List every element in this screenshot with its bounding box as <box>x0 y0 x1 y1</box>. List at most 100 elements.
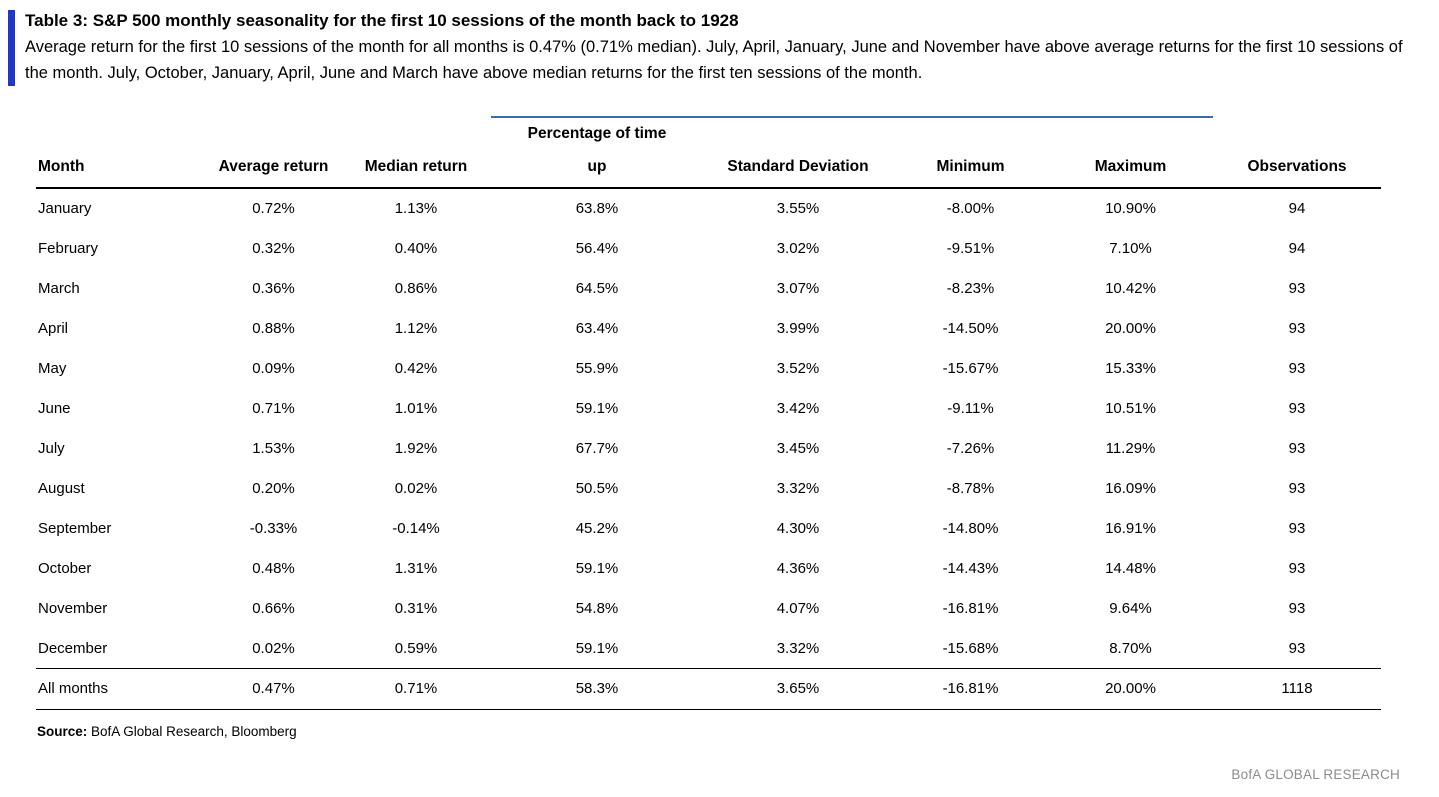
table-subtitle: Average return for the first 10 sessions… <box>25 38 1403 82</box>
table-row: August 0.20% 0.02% 50.5% 3.32% -8.78% 16.09% 93 <box>36 468 1381 508</box>
spanner-row: Percentage of time <box>36 116 1381 146</box>
value-cell: 93 <box>1288 319 1306 337</box>
table-row: December 0.02% 0.59% 59.1% 3.32% -15.68% 8.70%… <box>36 628 1381 668</box>
value-cell: 10.90% <box>1105 200 1156 218</box>
title-block: Table 3: S&P 500 monthly seasonality for… <box>8 10 1429 87</box>
value-cell: 7.10% <box>1109 239 1152 257</box>
title-accent-bar <box>8 10 15 87</box>
value-cell: 20.00% <box>1105 319 1156 337</box>
value-cell: -15.68% <box>942 639 999 657</box>
value-cell: 1.31% <box>394 559 438 577</box>
value-cell: 3.99% <box>776 319 820 337</box>
value-cell: 3.42% <box>776 399 820 417</box>
value-cell: 14.48% <box>1105 559 1156 577</box>
value-cell: 0.36% <box>252 279 295 297</box>
source-text: BofA Global Research, Bloomberg <box>87 723 297 739</box>
value-cell: 0.09% <box>252 359 295 377</box>
value-cell: 4.07% <box>776 599 820 617</box>
column-header-observations: Observations <box>1213 145 1381 190</box>
column-header-median-return: Median return <box>341 145 491 190</box>
value-cell: 1118 <box>1213 667 1381 710</box>
value-cell: 0.42% <box>394 359 438 377</box>
value-cell: -9.51% <box>946 239 995 257</box>
value-cell: 0.40% <box>394 239 438 257</box>
value-cell: -16.81% <box>893 667 1048 710</box>
value-cell: -7.26% <box>946 439 995 457</box>
source-label: Source: <box>37 723 88 739</box>
value-cell: 10.51% <box>1105 399 1156 417</box>
column-header-standard-deviation: Standard Deviation <box>703 145 893 190</box>
value-cell: -14.50% <box>942 319 999 337</box>
value-cell: -9.11% <box>947 399 994 417</box>
value-cell: 93 <box>1288 599 1306 617</box>
value-cell: -14.80% <box>942 519 999 537</box>
value-cell: 1.01% <box>394 399 438 417</box>
value-cell: 93 <box>1288 399 1306 417</box>
value-cell: 58.3% <box>491 667 703 710</box>
month-cell: November <box>38 599 108 617</box>
month-cell: February <box>38 239 99 257</box>
column-header-up: up <box>491 145 703 190</box>
total-row: All months 0.47% 0.71% 58.3% 3.65% -16.81% 20.… <box>36 667 1381 710</box>
month-cell: July <box>38 439 65 457</box>
value-cell: 0.20% <box>252 479 295 497</box>
month-cell: August <box>38 479 85 497</box>
month-cell: March <box>38 279 80 297</box>
spanner-spacer-left <box>36 117 491 145</box>
month-cell: All months <box>36 667 206 710</box>
value-cell: 4.36% <box>776 559 820 577</box>
table-row: January 0.72% 1.13% 63.8% 3.55% -8.00% 10.90% 9… <box>36 188 1381 228</box>
spanner-spacer-right <box>1213 117 1381 145</box>
value-cell: 93 <box>1288 639 1306 657</box>
column-header-maximum: Maximum <box>1048 145 1213 190</box>
value-cell: 1.92% <box>394 439 438 457</box>
month-cell: June <box>38 399 71 417</box>
value-cell: -14.43% <box>942 559 999 577</box>
value-cell: 3.55% <box>776 200 820 218</box>
value-cell: -8.00% <box>946 200 995 218</box>
month-cell: October <box>38 559 92 577</box>
value-cell: 67.7% <box>575 439 619 457</box>
value-cell: 20.00% <box>1048 667 1213 710</box>
value-cell: 10.42% <box>1105 279 1156 297</box>
value-cell: 15.33% <box>1105 359 1156 377</box>
spanner-rule <box>703 116 1213 146</box>
table-row: March 0.36% 0.86% 64.5% 3.07% -8.23% 10.42% 93 <box>36 268 1381 308</box>
value-cell: 16.09% <box>1105 479 1156 497</box>
value-cell: 0.31% <box>394 599 438 617</box>
value-cell: 0.02% <box>252 639 295 657</box>
value-cell: 59.1% <box>575 639 619 657</box>
value-cell: 63.4% <box>575 319 619 337</box>
month-cell: January <box>38 200 92 218</box>
table-row: April 0.88% 1.12% 63.4% 3.99% -14.50% 20.00% 93 <box>36 308 1381 348</box>
brand-footer: BofA GLOBAL RESEARCH <box>1231 766 1400 782</box>
column-header-minimum: Minimum <box>893 145 1048 190</box>
value-cell: 93 <box>1288 359 1306 377</box>
value-cell: 93 <box>1288 279 1306 297</box>
month-cell: April <box>38 319 69 337</box>
value-cell: 93 <box>1288 519 1306 537</box>
value-cell: 50.5% <box>575 479 619 497</box>
value-cell: -0.33% <box>249 519 298 537</box>
value-cell: 0.59% <box>394 639 438 657</box>
value-cell: 55.9% <box>575 359 619 377</box>
value-cell: 1.53% <box>252 439 295 457</box>
value-cell: 0.88% <box>252 319 295 337</box>
table-row: July 1.53% 1.92% 67.7% 3.45% -7.26% 11.29% 93 <box>36 428 1381 468</box>
column-header-month: Month <box>36 145 206 190</box>
value-cell: 63.8% <box>575 200 619 218</box>
value-cell: 93 <box>1288 559 1306 577</box>
month-cell: September <box>38 519 112 537</box>
table-body: January 0.72% 1.13% 63.8% 3.55% -8.00% 10.90% 9… <box>36 188 1381 668</box>
value-cell: 1.13% <box>394 200 438 218</box>
table-row: September -0.33% -0.14% 45.2% 4.30% -14.80% 16… <box>36 508 1381 548</box>
value-cell: -16.81% <box>942 599 999 617</box>
value-cell: 0.02% <box>394 479 438 497</box>
value-cell: 3.07% <box>776 279 820 297</box>
table-foot: All months 0.47% 0.71% 58.3% 3.65% -16.81% 20.… <box>36 667 1381 710</box>
value-cell: -8.23% <box>946 279 995 297</box>
value-cell: 59.1% <box>575 559 619 577</box>
value-cell: 3.32% <box>776 479 820 497</box>
value-cell: 0.66% <box>252 599 295 617</box>
